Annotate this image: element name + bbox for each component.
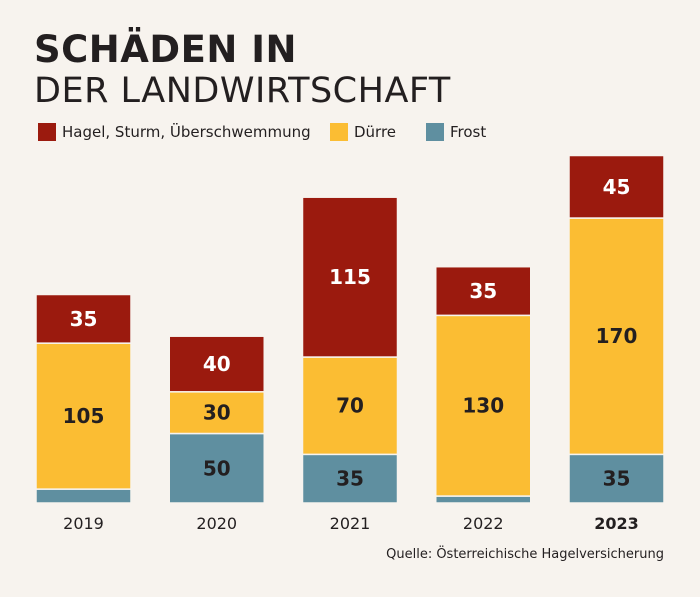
data-label-d-rre-2023: 170 (596, 324, 638, 348)
x-tick-label-2020: 2020 (196, 514, 237, 533)
data-label-d-rre-2021: 70 (336, 394, 364, 418)
data-label-hagel-sturm-berschwemmung-2023: 45 (603, 175, 631, 199)
chart-title-line1: SCHÄDEN IN (34, 28, 297, 71)
x-tick-label-2021: 2021 (330, 514, 371, 533)
bar-segment-d-rre-2022 (435, 314, 532, 497)
data-label-hagel-sturm-berschwemmung-2022: 35 (469, 279, 497, 303)
bar-segment-d-rre-2023 (568, 217, 665, 456)
data-label-d-rre-2019: 105 (63, 404, 105, 428)
x-tick-label-2022: 2022 (463, 514, 504, 533)
data-label-frost-2020: 50 (203, 456, 231, 480)
legend-label-frost: Frost (450, 123, 487, 141)
bar-segment-hagel-sturm-berschwemmung-2020 (168, 335, 265, 393)
legend-swatch-duerre (330, 123, 348, 141)
x-tick-label-2019: 2019 (63, 514, 104, 533)
bar-segment-hagel-sturm-berschwemmung-2019 (35, 293, 132, 344)
bar-segment-frost-2022 (435, 495, 532, 504)
legend-swatch-hagel (38, 123, 56, 141)
bar-segment-hagel-sturm-berschwemmung-2021 (301, 196, 399, 358)
chart-title-line2: DER LANDWIRTSCHAFT (34, 71, 451, 111)
bar-segment-frost-2020 (168, 432, 265, 504)
legend-label-duerre: Dürre (354, 123, 397, 141)
data-label-frost-2023: 35 (603, 467, 631, 491)
bar-segment-d-rre-2020 (168, 391, 265, 435)
bar-segment-hagel-sturm-berschwemmung-2023 (568, 154, 665, 219)
bar-segment-d-rre-2021 (301, 356, 399, 456)
x-tick-label-2023: 2023 (594, 514, 639, 533)
legend-label-hagel: Hagel, Sturm, Überschwemmung (62, 123, 311, 141)
data-label-hagel-sturm-berschwemmung-2019: 35 (70, 307, 98, 331)
data-label-d-rre-2020: 30 (203, 401, 231, 425)
bar-segment-hagel-sturm-berschwemmung-2022 (435, 265, 532, 317)
legend-swatch-frost (426, 123, 444, 141)
source-note: Quelle: Österreichische Hagelversicherun… (386, 547, 664, 562)
data-label-hagel-sturm-berschwemmung-2020: 40 (203, 352, 231, 376)
data-label-d-rre-2022: 130 (462, 394, 504, 418)
data-label-frost-2021: 35 (336, 467, 364, 491)
bar-segment-frost-2019 (35, 488, 132, 504)
bar-segment-frost-2023 (568, 453, 665, 504)
data-label-hagel-sturm-berschwemmung-2021: 115 (329, 265, 371, 289)
